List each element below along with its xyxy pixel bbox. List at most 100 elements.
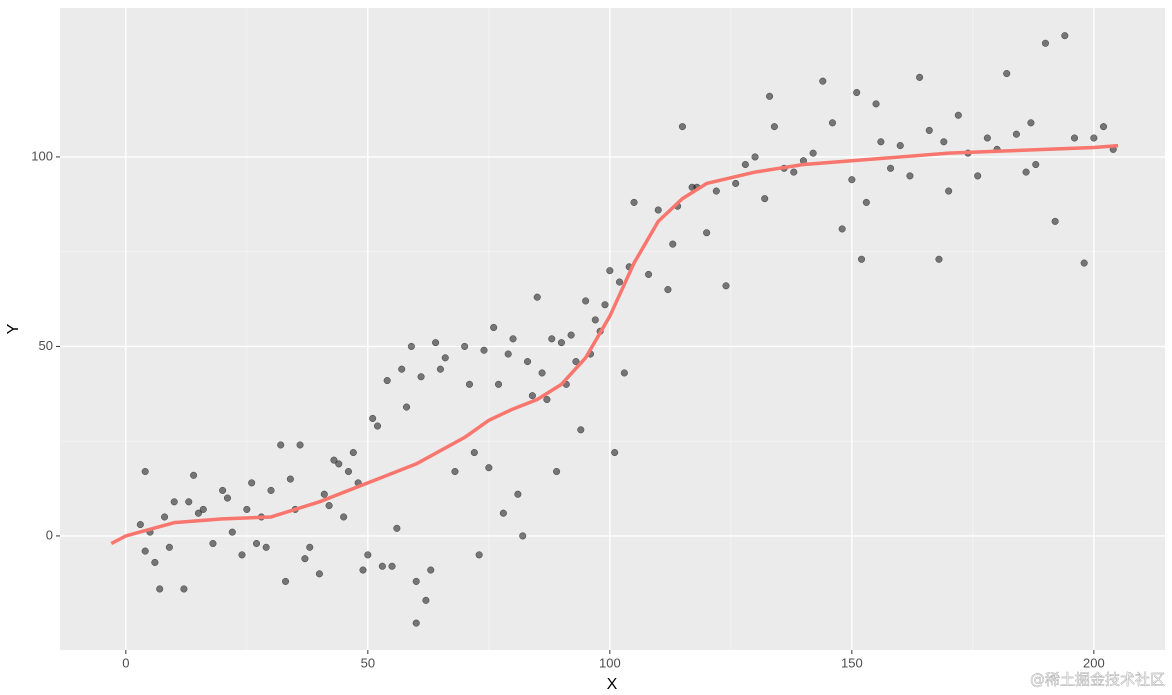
point — [1099, 123, 1108, 131]
point — [887, 164, 895, 172]
point — [1022, 168, 1030, 176]
point — [548, 335, 556, 343]
point — [741, 160, 749, 169]
point — [712, 187, 720, 195]
point — [664, 286, 672, 294]
point — [761, 195, 769, 203]
point — [199, 505, 207, 513]
point — [393, 524, 401, 532]
point — [490, 323, 498, 332]
point — [543, 395, 551, 404]
point — [1012, 130, 1020, 138]
point — [862, 198, 870, 206]
y-axis-title: Y — [5, 323, 22, 334]
point — [751, 153, 759, 161]
point — [485, 464, 493, 472]
point — [427, 566, 435, 574]
point — [524, 358, 532, 366]
marks — [110, 32, 1119, 627]
point — [180, 585, 188, 593]
point — [582, 297, 590, 305]
point — [1080, 259, 1088, 267]
point — [267, 486, 275, 494]
point — [465, 380, 474, 388]
point — [877, 138, 885, 146]
point — [403, 403, 411, 411]
point — [156, 585, 164, 593]
point — [732, 179, 740, 188]
point — [470, 448, 478, 457]
point — [325, 502, 333, 510]
point — [223, 494, 232, 502]
point — [349, 448, 357, 457]
point — [766, 92, 774, 100]
point — [1070, 134, 1079, 142]
point — [398, 365, 406, 373]
x-tick-label: 50 — [361, 655, 375, 670]
x-tick-label: 150 — [841, 655, 863, 670]
point — [606, 267, 614, 275]
point — [209, 539, 217, 548]
point — [703, 229, 711, 237]
point — [412, 619, 420, 627]
point — [160, 513, 169, 521]
point — [141, 547, 149, 555]
point — [577, 426, 585, 434]
point — [165, 543, 173, 551]
point — [790, 168, 798, 176]
point — [301, 555, 309, 563]
point — [422, 596, 430, 604]
point — [417, 373, 425, 381]
point — [499, 509, 507, 517]
point — [514, 490, 522, 498]
point — [557, 339, 565, 347]
point — [983, 134, 991, 142]
point — [828, 119, 837, 127]
point — [974, 172, 982, 180]
point — [925, 126, 933, 134]
point — [136, 521, 144, 529]
point — [344, 467, 353, 476]
point — [533, 293, 541, 301]
point — [238, 551, 246, 559]
point — [567, 331, 575, 339]
point — [1090, 134, 1098, 142]
point — [504, 350, 512, 358]
point — [591, 316, 599, 324]
point — [1032, 160, 1040, 169]
point — [441, 354, 449, 362]
watermark: @稀土掘金技术社区 — [1030, 671, 1165, 689]
point — [436, 365, 444, 373]
point — [141, 467, 149, 476]
point — [809, 149, 817, 157]
point — [315, 570, 323, 578]
point — [1027, 119, 1035, 127]
point — [872, 100, 880, 108]
point — [262, 543, 270, 551]
point — [277, 441, 285, 449]
panel — [60, 8, 1165, 650]
point — [451, 467, 459, 476]
x-tick-label: 100 — [599, 655, 621, 670]
point — [170, 498, 178, 506]
x-tick-label: 0 — [122, 655, 129, 670]
point — [151, 558, 159, 567]
point — [388, 562, 396, 570]
point — [412, 577, 420, 585]
point — [373, 422, 382, 430]
point — [906, 172, 914, 180]
point — [190, 471, 198, 479]
point — [611, 448, 619, 457]
smooth-line — [110, 143, 1119, 546]
point — [252, 539, 261, 548]
point — [678, 123, 686, 131]
point — [432, 339, 440, 347]
point — [669, 240, 677, 248]
point — [722, 282, 730, 290]
point — [248, 479, 256, 487]
point — [461, 342, 469, 350]
point — [615, 278, 624, 286]
point — [519, 532, 527, 540]
point — [916, 73, 924, 81]
